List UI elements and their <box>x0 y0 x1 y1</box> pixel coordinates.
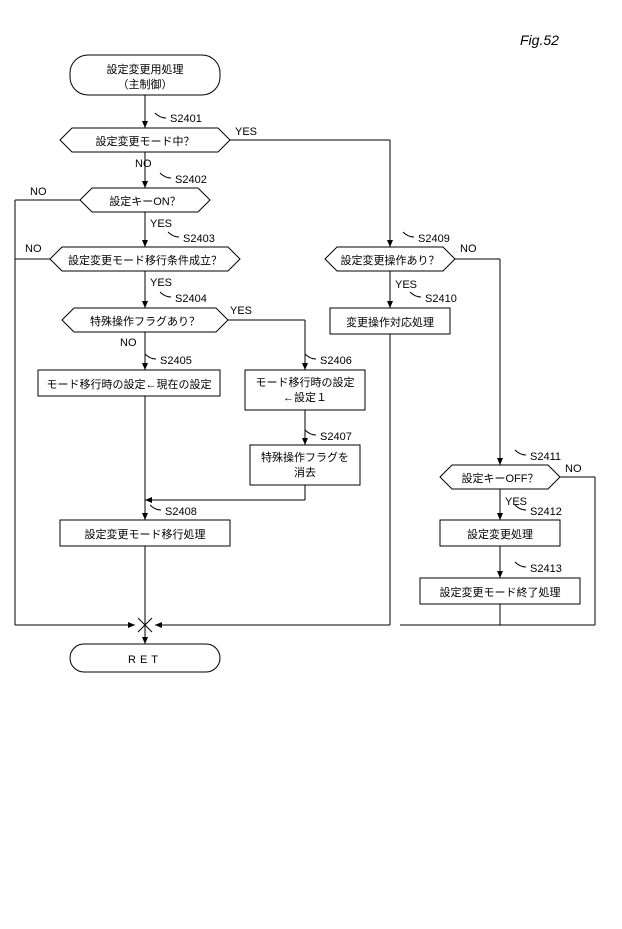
decision-s2403: 設定変更モード移行条件成立？ S2403 YES NO <box>25 232 240 289</box>
svg-text:設定キーOFF？: 設定キーOFF？ <box>462 471 539 485</box>
process-s2410: 変更操作対応処理 S2410 <box>330 292 457 334</box>
step-id: S2411 <box>530 451 561 463</box>
svg-text:設定変更モード移行処理: 設定変更モード移行処理 <box>85 527 206 541</box>
svg-text:設定変更モード終了処理: 設定変更モード終了処理 <box>440 585 561 599</box>
step-id: S2403 <box>183 233 215 245</box>
svg-text:NO: NO <box>30 186 47 198</box>
step-id: S2409 <box>418 233 450 245</box>
decision-s2404: 特殊操作フラグあり？ S2404 YES NO <box>62 292 252 349</box>
svg-text:設定変更操作あり？: 設定変更操作あり？ <box>341 253 440 267</box>
step-id: S2408 <box>165 506 197 518</box>
svg-text:設定キーON？: 設定キーON？ <box>109 194 181 208</box>
step-id: S2407 <box>320 431 352 443</box>
svg-text:消去: 消去 <box>294 465 316 479</box>
terminal-start: 設定変更用処理 （主制御） <box>70 55 220 95</box>
flowchart-diagram: Fig.52 設定変更用処理 （主制御） 設定変更モード中？ S2401 YES… <box>0 0 622 929</box>
step-id: S2402 <box>175 174 207 186</box>
svg-text:NO: NO <box>565 463 582 475</box>
svg-text:YES: YES <box>150 218 172 230</box>
step-id: S2406 <box>320 355 352 367</box>
svg-text:NO: NO <box>135 158 152 170</box>
svg-text:NO: NO <box>25 243 42 255</box>
svg-text:特殊操作フラグあり？: 特殊操作フラグあり？ <box>90 314 200 328</box>
svg-text:設定変更モード移行条件成立？: 設定変更モード移行条件成立？ <box>68 253 222 267</box>
decision-s2402: 設定キーON？ S2402 YES NO <box>30 173 210 230</box>
decision-s2411: 設定キーOFF？ S2411 YES NO <box>440 450 582 508</box>
step-id: S2404 <box>175 293 207 305</box>
svg-text:設定変更処理: 設定変更処理 <box>467 527 533 541</box>
step-id: S2405 <box>160 355 192 367</box>
svg-text:設定変更用処理: 設定変更用処理 <box>107 62 184 76</box>
svg-text:モード移行時の設定←現在の設定: モード移行時の設定←現在の設定 <box>47 377 212 391</box>
decision-s2409: 設定変更操作あり？ S2409 YES NO <box>325 232 477 291</box>
step-id: S2412 <box>530 506 562 518</box>
svg-text:モード移行時の設定: モード移行時の設定 <box>256 375 355 389</box>
svg-text:変更操作対応処理: 変更操作対応処理 <box>346 315 434 329</box>
svg-text:RET: RET <box>128 654 162 666</box>
process-s2405: モード移行時の設定←現在の設定 S2405 <box>38 354 220 396</box>
process-s2412: 設定変更処理 S2412 <box>440 505 562 546</box>
figure-label: Fig.52 <box>520 32 559 48</box>
svg-text:NO: NO <box>120 337 137 349</box>
svg-text:設定変更モード中？: 設定変更モード中？ <box>96 134 195 148</box>
step-id: S2413 <box>530 563 562 575</box>
svg-text:特殊操作フラグを: 特殊操作フラグを <box>261 450 349 464</box>
step-id: S2401 <box>170 113 202 125</box>
svg-text:YES: YES <box>395 279 417 291</box>
svg-text:←設定１: ←設定１ <box>283 390 327 404</box>
svg-text:（主制御）: （主制御） <box>118 77 173 91</box>
svg-text:YES: YES <box>230 305 252 317</box>
svg-text:NO: NO <box>460 243 477 255</box>
terminal-ret: RET <box>70 644 220 672</box>
svg-text:YES: YES <box>150 277 172 289</box>
svg-text:YES: YES <box>235 126 257 138</box>
decision-s2401: 設定変更モード中？ S2401 YES NO <box>60 113 257 170</box>
step-id: S2410 <box>425 293 457 305</box>
